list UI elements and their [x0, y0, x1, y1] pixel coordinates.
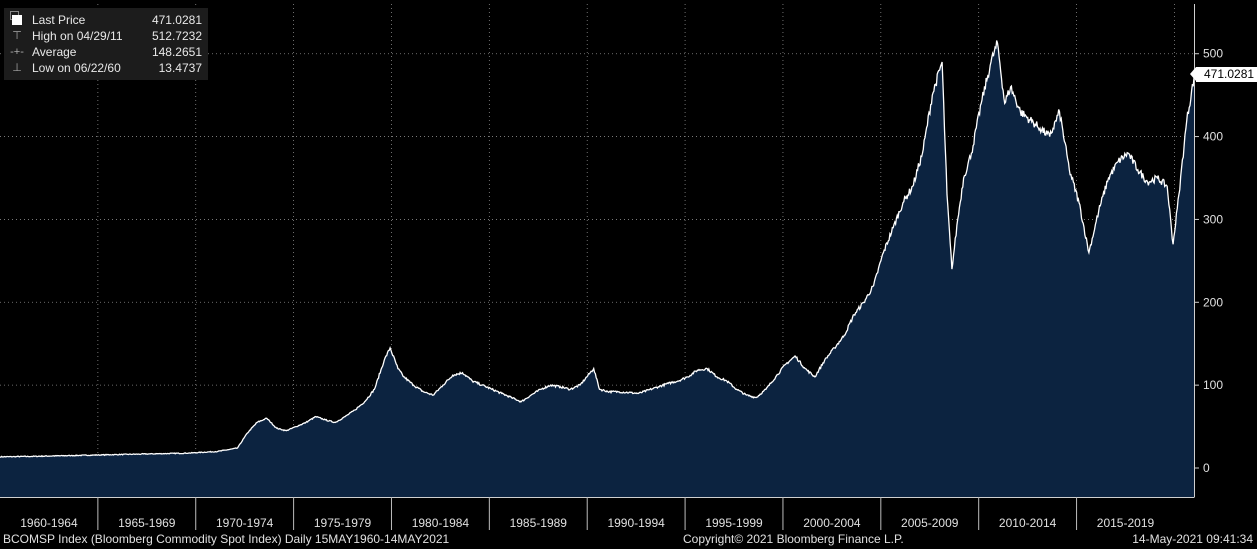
price-area-fill	[0, 40, 1194, 497]
footer-timestamp: 14-May-2021 09:41:34	[1132, 532, 1253, 546]
axes	[0, 4, 1195, 498]
x-tick-label: 2015-2019	[1097, 516, 1155, 530]
x-tick-label: 1960-1964	[20, 516, 78, 530]
legend-row-low: ⊥ Low on 06/22/60 13.4737	[10, 60, 202, 76]
footer-copyright: Copyright© 2021 Bloomberg Finance L.P.	[683, 532, 904, 546]
price-line	[0, 40, 1195, 458]
last-price-tag: 471.0281	[1189, 67, 1257, 82]
y-axis-ticks: 0 100 200 300 400 500	[1194, 47, 1223, 475]
legend-label: Average	[32, 45, 77, 59]
legend-row-high: ⊤ High on 04/29/11 512.7232	[10, 28, 202, 44]
legend-row-average: -+- Average 148.2651	[10, 44, 202, 60]
white-square-icon	[12, 15, 22, 25]
x-tick-label: 2000-2004	[803, 516, 861, 530]
legend-value: 471.0281	[151, 13, 202, 27]
y-tick-label: 400	[1203, 130, 1223, 144]
x-tick-label: 1990-1994	[607, 516, 665, 530]
y-tick-label: 500	[1203, 47, 1223, 61]
legend-label: Low on 06/22/60	[32, 61, 121, 75]
x-tick-label: 1975-1979	[314, 516, 372, 530]
legend-row-last-price: Last Price 471.0281	[10, 12, 202, 28]
x-tick-label: 2005-2009	[901, 516, 959, 530]
x-axis-ticks: 1960-1964 1965-1969 1970-1974 1975-1979 1980…	[20, 497, 1155, 530]
legend-panel: − Last Price 471.0281 ⊤ High on 04/29/11…	[4, 8, 208, 80]
low-marker-icon: ⊥	[12, 62, 22, 74]
y-tick-label: 100	[1203, 378, 1223, 392]
footer-security-info: BCOMSP Index (Bloomberg Commodity Spot I…	[3, 532, 450, 546]
average-marker-icon: -+-	[10, 46, 24, 58]
x-tick-label: 1985-1989	[510, 516, 568, 530]
x-tick-label: 2010-2014	[999, 516, 1057, 530]
x-tick-label: 1970-1974	[216, 516, 274, 530]
y-tick-label: 0	[1203, 461, 1210, 475]
x-tick-label: 1965-1969	[118, 516, 176, 530]
legend-label: Last Price	[32, 13, 86, 27]
legend-value: 13.4737	[158, 61, 202, 75]
x-tick-label: 1995-1999	[705, 516, 763, 530]
y-tick-label: 300	[1203, 212, 1223, 226]
legend-value: 512.7232	[151, 29, 202, 43]
y-tick-label: 200	[1203, 295, 1223, 309]
high-marker-icon: ⊤	[12, 30, 22, 42]
legend-label: High on 04/29/11	[32, 29, 123, 43]
x-tick-label: 1980-1984	[412, 516, 470, 530]
legend-value: 148.2651	[151, 45, 202, 59]
